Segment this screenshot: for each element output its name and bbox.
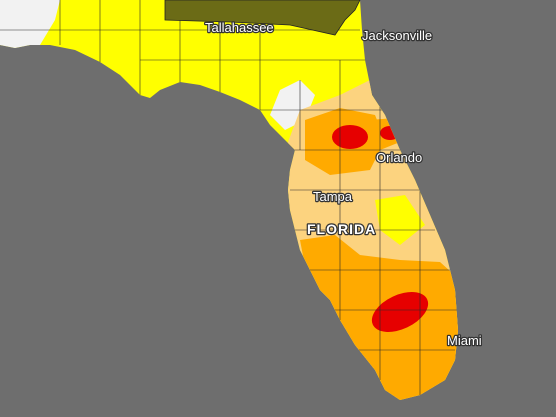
city-label: Jacksonville — [362, 28, 432, 43]
city-label: Miami — [447, 333, 482, 348]
city-label: Orlando — [376, 150, 422, 165]
georgia — [164, 0, 361, 36]
drought-d3 — [371, 292, 429, 332]
no-drought — [0, 0, 60, 50]
county-lines — [0, 0, 458, 395]
city-label: Tallahassee — [205, 20, 274, 35]
city-label: Tampa — [313, 189, 353, 204]
drought-d0 — [375, 195, 425, 245]
state-label: FLORIDA — [307, 221, 376, 237]
drought-d3 — [332, 125, 368, 149]
